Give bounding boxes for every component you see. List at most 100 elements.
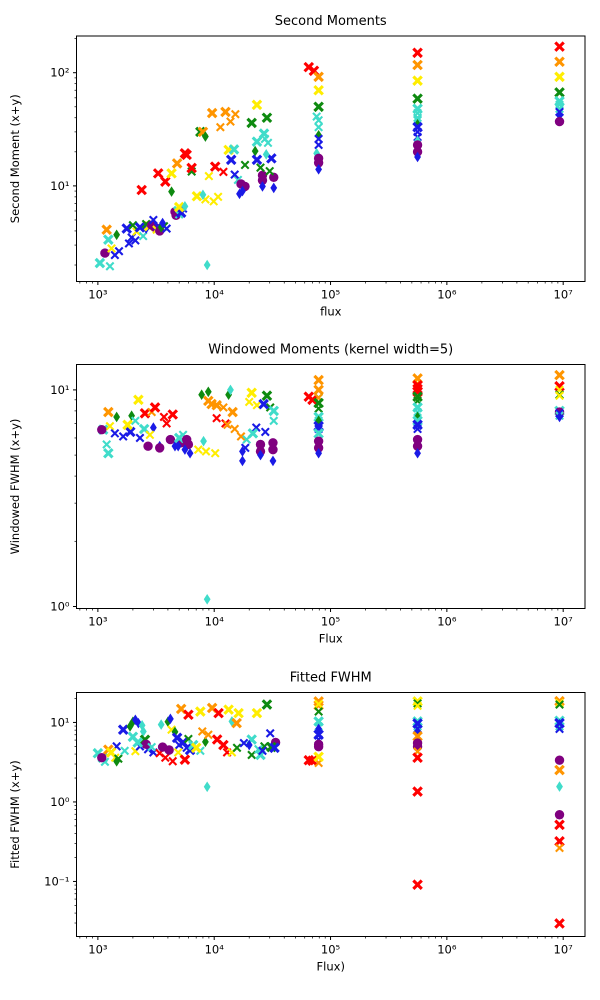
data-point-thin-x-marker [413, 701, 423, 711]
data-point-diamond-marker [556, 411, 563, 423]
data-point-diamond-marker [128, 410, 136, 422]
panel-title: Fitted FWHM [290, 671, 372, 686]
data-point-thin-x-marker [555, 104, 564, 114]
data-point-bold-x-marker [181, 149, 192, 161]
plot-points-layer [92, 695, 565, 929]
x-tick-label: 10⁶ [437, 288, 457, 302]
data-point-bold-x-marker [117, 724, 129, 736]
data-point-diamond-marker [203, 259, 211, 271]
x-tick-label: 10⁶ [437, 943, 457, 957]
data-point-bold-x-marker [105, 747, 117, 758]
data-point-diamond-marker [200, 435, 207, 447]
data-point-bold-x-marker [227, 406, 238, 418]
x-tick-label: 10³ [88, 943, 108, 957]
data-point-bold-x-marker [191, 190, 203, 202]
data-point-thin-x-marker [130, 416, 140, 426]
data-point-thin-x-marker [236, 431, 246, 441]
data-point-bold-x-marker [251, 154, 263, 166]
data-point-bold-x-marker [412, 879, 423, 890]
data-point-bold-x-marker [132, 737, 144, 748]
data-point-circle-marker [141, 739, 151, 750]
data-point-circle-marker [164, 745, 174, 755]
data-point-thin-x-marker [244, 397, 254, 407]
x-axis: 10³ 10⁴ 10⁵ 10⁶ 10⁷ [79, 281, 573, 302]
data-point-bold-x-marker [554, 41, 565, 52]
data-point-diamond-marker [139, 726, 147, 737]
data-point-bold-x-marker [166, 168, 177, 179]
data-point-bold-x-marker [412, 93, 423, 104]
data-point-bold-x-marker [190, 742, 202, 754]
data-point-thin-x-marker [269, 416, 279, 426]
data-point-thin-x-marker [105, 421, 115, 431]
data-point-thin-x-marker [226, 117, 235, 127]
data-point-thin-x-marker [265, 728, 275, 738]
data-point-bold-x-marker [122, 419, 133, 431]
data-point-thin-x-marker [314, 122, 324, 132]
y-axis: 10⁰ 10¹ [50, 383, 77, 614]
data-point-bold-x-marker [134, 222, 146, 233]
data-point-bold-x-marker [261, 699, 273, 710]
data-point-bold-x-marker [225, 154, 237, 166]
data-point-thin-x-marker [413, 113, 423, 123]
data-point-thin-x-marker [145, 430, 155, 440]
data-point-bold-x-marker [171, 158, 183, 169]
data-point-bold-x-marker [94, 257, 106, 269]
data-point-circle-marker [236, 179, 246, 189]
data-point-bold-x-marker [209, 161, 221, 172]
data-point-bold-x-marker [251, 99, 263, 111]
data-point-diamond-marker [203, 593, 211, 605]
data-point-thin-x-marker [124, 239, 134, 248]
data-point-thin-x-marker [230, 170, 240, 179]
data-point-bold-x-marker [149, 402, 161, 413]
data-point-bold-x-marker [139, 407, 151, 419]
data-point-diamond-marker [157, 222, 165, 233]
data-point-circle-marker [268, 444, 278, 455]
data-point-bold-x-marker [313, 101, 324, 113]
data-point-bold-x-marker [412, 730, 423, 742]
data-point-bold-x-marker [218, 739, 229, 751]
data-point-diamond-marker [269, 455, 277, 467]
data-point-bold-x-marker [167, 409, 179, 420]
data-point-thin-x-marker [215, 122, 225, 132]
data-point-diamond-marker [181, 201, 189, 212]
data-point-thin-x-marker [314, 140, 324, 150]
data-point-thin-x-marker [197, 727, 207, 736]
data-point-thin-x-marker [114, 246, 124, 256]
data-point-thin-x-marker [555, 391, 564, 401]
data-point-diamond-marker [164, 716, 172, 728]
data-point-thin-x-marker [110, 428, 120, 438]
data-point-thin-x-marker [204, 171, 214, 181]
data-point-thin-x-marker [314, 115, 324, 125]
data-point-bold-x-marker [269, 742, 280, 754]
data-point-bold-x-marker [195, 706, 206, 717]
data-point-bold-x-marker [261, 112, 273, 124]
data-point-circle-marker [412, 140, 423, 150]
x-axis: 10³ 10⁴ 10⁵ 10⁶ 10⁷ [79, 608, 573, 629]
data-point-circle-marker [412, 441, 423, 451]
data-point-circle-marker [257, 175, 268, 186]
data-point-bold-x-marker [246, 117, 257, 129]
x-axis-label: Flux) [317, 960, 345, 974]
data-point-bold-x-marker [125, 426, 136, 438]
data-point-thin-x-marker [120, 746, 130, 756]
data-point-bold-x-marker [412, 786, 423, 797]
data-point-thin-x-marker [107, 244, 116, 253]
x-tick-label: 10⁴ [205, 288, 225, 302]
data-point-bold-x-marker [186, 162, 197, 174]
y-tick-label: 10² [50, 66, 69, 80]
data-point-thin-x-marker [240, 160, 250, 170]
x-axis: 10³ 10⁴ 10⁵ 10⁶ 10⁷ [79, 936, 574, 957]
x-tick-label: 10⁷ [554, 943, 574, 957]
data-point-bold-x-marker [101, 224, 112, 236]
data-point-bold-x-marker [554, 695, 565, 707]
data-point-circle-marker [269, 172, 279, 183]
data-point-bold-x-marker [179, 754, 191, 765]
data-point-diamond-marker [113, 411, 121, 423]
data-point-bold-x-marker [136, 184, 147, 196]
data-point-thin-x-marker [413, 424, 423, 434]
data-point-thin-x-marker [265, 166, 275, 176]
x-tick-label: 10⁵ [321, 288, 341, 302]
data-point-diamond-marker [201, 736, 209, 748]
data-point-bold-x-marker [412, 75, 423, 86]
